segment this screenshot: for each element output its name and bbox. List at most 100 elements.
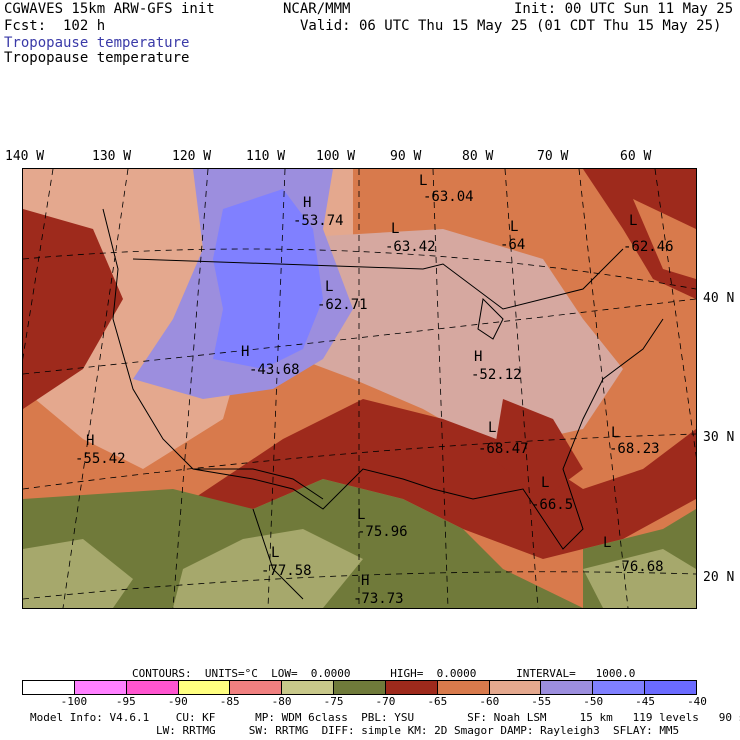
model-info-line1: Model Info: V4.6.1 CU: KF MP: WDM 6class… [30,711,740,724]
extrema-value: -68.23 [609,441,660,457]
extrema-type: H [303,195,311,211]
lon-label-110w: 110 W [246,149,286,164]
shading-minus40-core [213,189,323,369]
legend-label: -55 [531,695,552,708]
lon-label-80w: 80 W [462,149,494,164]
swatch-minus70-to-minus65 [385,681,438,694]
legend-label: -65 [427,695,448,708]
model-title: CGWAVES 15km ARW-GFS init [4,1,215,17]
legend-label: -90 [167,695,188,708]
lon-label-60w: 60 W [620,149,652,164]
extrema-value: -52.12 [471,367,522,383]
legend-label: -85 [219,695,240,708]
lat-label-40n: 40 N [703,291,735,306]
meridian-120w [172,169,209,608]
legend-label: -50 [583,695,604,708]
meridian-70w [578,169,629,608]
swatch-minus45-to-minus40 [645,681,696,694]
extrema-value: -75.96 [357,524,408,540]
shading-minus65-south [193,399,696,559]
extrema-type: L [611,425,619,441]
swatch-minus60-to-minus55 [489,681,542,694]
meridian-130w [62,169,129,608]
map-panel[interactable]: L -63.04 H -53.74 L -63.42 L -64 L -62.7… [22,168,697,609]
shading-minus65-pacific [23,209,123,409]
field-title-contour: Tropopause temperature [4,35,190,51]
color-legend-bar [22,680,697,695]
legend-label: -40 [687,695,707,708]
extrema-value: -62.46 [623,239,674,255]
extrema-type: H [86,433,94,449]
legend-label: -60 [479,695,500,708]
extrema-value: -63.04 [423,189,474,205]
extrema-type: L [419,173,427,189]
extrema-type: L [488,420,496,436]
great-lakes-outline [477,297,504,340]
swatch-minus80-to-minus75 [282,681,335,694]
model-info-line2: LW: RRTMG SW: RRTMG DIFF: simple KM: 2D … [156,724,680,737]
extrema-value: -68.47 [478,441,529,457]
extrema-type: L [629,213,637,229]
us-mexico-border [193,468,324,500]
swatch-minus85-to-minus80 [230,681,283,694]
extrema-value: -53.74 [293,213,344,229]
extrema-value: -77.58 [261,563,312,579]
extrema-type: H [474,349,482,365]
forecast-hour: Fcst: 102 h [4,18,106,34]
field-title-shaded: Tropopause temperature [4,50,190,66]
extrema-value: -62.71 [317,297,368,313]
legend-label: -100 [60,695,88,708]
extrema-value: -43.68 [249,362,300,378]
extrema-labels: L -63.04 H -53.74 L -63.42 L -64 L -62.7… [75,173,674,607]
contour-info: CONTOURS: UNITS=°C LOW= 0.0000 HIGH= 0.0… [132,667,636,680]
us-canada-border [132,248,624,310]
lon-label-140w: 140 W [5,149,45,164]
extrema-value: -55.42 [75,451,126,467]
extrema-value: -73.73 [353,591,404,607]
swatch-minus90-to-minus85 [178,681,231,694]
lon-label-70w: 70 W [537,149,569,164]
shading-minus75-c [583,549,696,608]
lat-label-30n: 30 N [703,430,735,445]
lat-label-20n: 20 N [703,570,735,585]
geographic-outlines [102,208,664,600]
extrema-type: L [603,535,611,551]
lon-label-100w: 100 W [316,149,356,164]
extrema-type: L [271,545,279,561]
shading-minus50-central [273,229,623,449]
swatch-minus50-to-minus45 [593,681,646,694]
extrema-type: L [357,507,365,523]
meridian-80w [504,169,539,608]
extrema-value: -76.68 [613,559,664,575]
init-time: Init: 00 UTC Sun 11 May 25 [514,1,734,17]
extrema-value: -63.42 [385,239,436,255]
swatch-minus100-to-minus95 [74,681,127,694]
shading-minus75-a [173,529,363,608]
extrema-type: L [541,475,549,491]
extrema-type: L [325,279,333,295]
mexico-coast [252,508,304,600]
swatch-minus55-to-minus50 [541,681,594,694]
lon-label-90w: 90 W [390,149,422,164]
map-canvas: L -63.04 H -53.74 L -63.42 L -64 L -62.7… [23,169,696,608]
coastline [102,208,664,550]
meridian-110w [267,169,286,608]
shading-minus65-east [493,399,583,499]
extrema-type: L [510,219,518,235]
shading-minus60-northeast [633,199,696,279]
legend-label: -95 [115,695,136,708]
extrema-type: L [391,221,399,237]
meridian-60w [654,169,696,458]
legend-label: -75 [323,695,344,708]
swatch-below-minus100 [23,681,75,694]
meridian-90w [432,169,449,608]
organization: NCAR/MMM [283,1,351,17]
swatch-minus75-to-minus70 [334,681,386,694]
legend-label: -70 [375,695,396,708]
legend-label: -45 [635,695,655,708]
valid-time: Valid: 06 UTC Thu 15 May 25 (01 CDT Thu … [300,18,722,34]
swatch-minus95-to-minus90 [126,681,179,694]
lon-label-130w: 130 W [92,149,132,164]
extrema-type: H [241,344,249,360]
swatch-minus65-to-minus60 [437,681,490,694]
